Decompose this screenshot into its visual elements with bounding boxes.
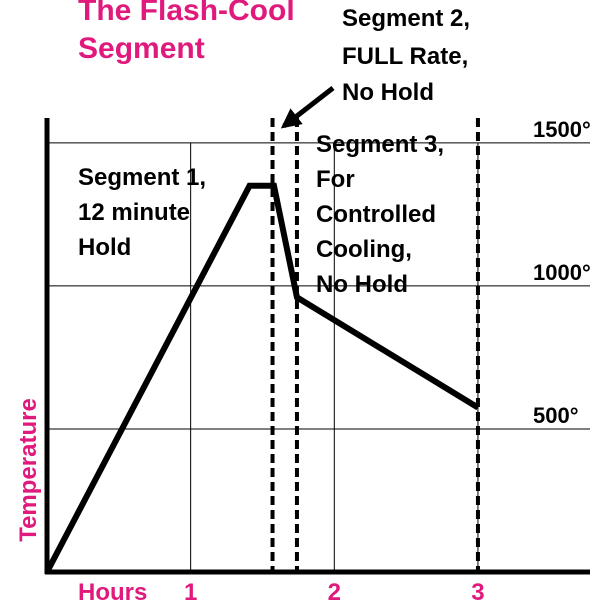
annotation: Cooling, (316, 236, 412, 263)
annotation: Segment 1, (78, 164, 206, 191)
chart-title: The Flash-Cool (78, 0, 295, 27)
x-tick-label: 3 (471, 579, 484, 605)
annotation: Hold (78, 234, 131, 261)
x-axis-label: Hours (78, 579, 147, 605)
x-tick-label: 1 (184, 579, 197, 605)
y-tick-label: 1500° (533, 117, 591, 142)
y-axis-label: Temperature (15, 398, 42, 542)
arrow (280, 86, 335, 129)
chart-title: Segment (78, 32, 205, 65)
line-series (44, 182, 480, 574)
y-tick-label: 1000° (533, 260, 591, 285)
annotation: 12 minute (78, 199, 190, 226)
x-tick-label: 2 (328, 579, 341, 605)
annotation: Segment 3, (316, 131, 444, 158)
annotation: FULL Rate, (342, 43, 468, 70)
annotation: Controlled (316, 201, 436, 228)
annotation: No Hold (342, 79, 434, 106)
annotation: For (316, 166, 355, 193)
y-tick-label: 500° (533, 403, 579, 428)
annotation: No Hold (316, 271, 408, 298)
annotation: Segment 2, (342, 5, 470, 32)
